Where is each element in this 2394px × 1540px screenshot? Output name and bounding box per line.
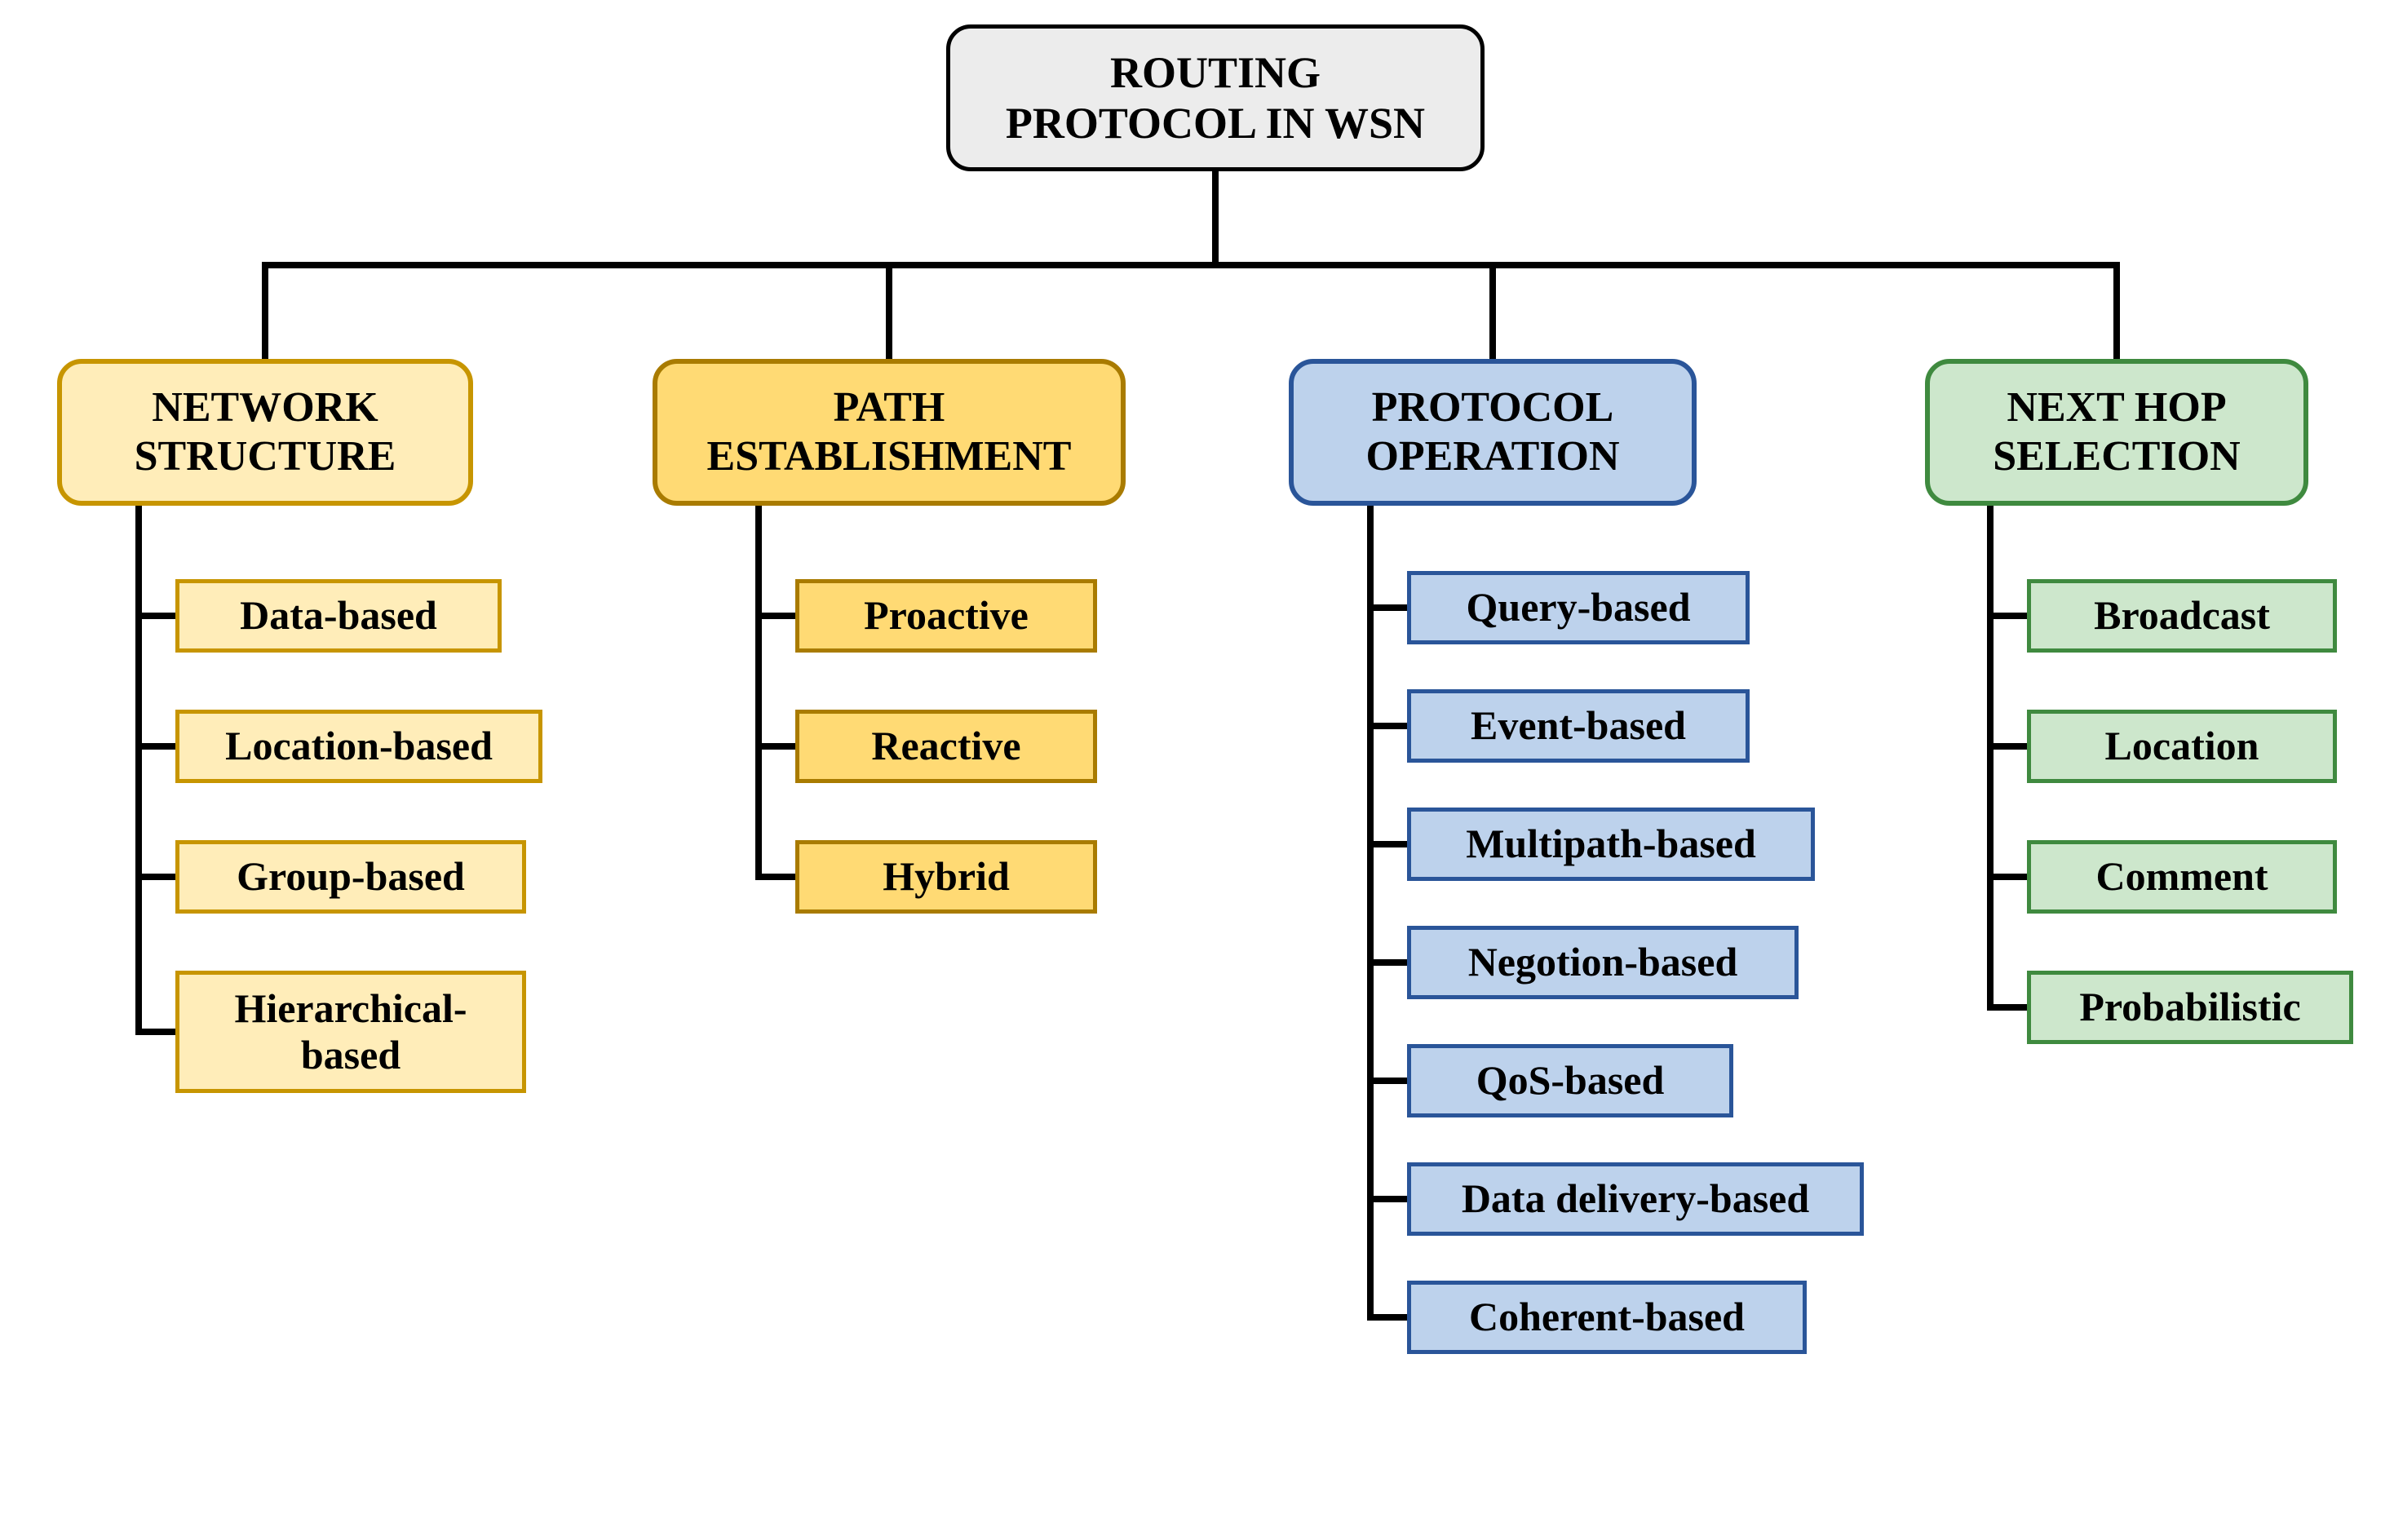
leaf-multipath-based: Multipath-based (1407, 808, 1815, 881)
leaf-broadcast-label: Broadcast (2094, 592, 2270, 639)
category-protocol-operation-label: PROTOCOL OPERATION (1365, 383, 1619, 481)
leaf-probabilistic: Probabilistic (2027, 971, 2353, 1044)
leaf-group-based: Group-based (175, 840, 526, 914)
category-next-hop-selection: NEXT HOP SELECTION (1925, 359, 2308, 506)
leaf-comment-label: Comment (2095, 853, 2268, 901)
leaf-coherent-based-label: Coherent-based (1469, 1294, 1745, 1341)
leaf-negotion-based: Negotion-based (1407, 926, 1799, 999)
leaf-event-based-label: Event-based (1471, 702, 1686, 750)
leaf-data-delivery-based-label: Data delivery-based (1462, 1175, 1809, 1223)
leaf-qos-based: QoS-based (1407, 1044, 1733, 1117)
category-protocol-operation: PROTOCOL OPERATION (1289, 359, 1697, 506)
diagram-canvas: ROUTING PROTOCOL IN WSN NETWORK STRUCTURE… (0, 0, 2394, 1540)
leaf-data-based-label: Data-based (240, 592, 437, 639)
leaf-proactive-label: Proactive (864, 592, 1029, 639)
leaf-reactive: Reactive (795, 710, 1097, 783)
leaf-hierarchical-based: Hierarchical- based (175, 971, 526, 1093)
leaf-hierarchical-based-label: Hierarchical- based (234, 985, 467, 1079)
leaf-query-based: Query-based (1407, 571, 1750, 644)
category-network-structure-label: NETWORK STRUCTURE (135, 383, 396, 481)
root-node: ROUTING PROTOCOL IN WSN (946, 24, 1485, 171)
leaf-location-based-label: Location-based (225, 723, 493, 770)
leaf-hybrid-label: Hybrid (883, 853, 1010, 901)
category-next-hop-selection-label: NEXT HOP SELECTION (1993, 383, 2240, 481)
leaf-data-delivery-based: Data delivery-based (1407, 1162, 1864, 1236)
leaf-probabilistic-label: Probabilistic (2079, 984, 2300, 1031)
leaf-coherent-based: Coherent-based (1407, 1281, 1807, 1354)
leaf-location-based: Location-based (175, 710, 542, 783)
leaf-location-label: Location (2105, 723, 2259, 770)
leaf-comment: Comment (2027, 840, 2337, 914)
root-node-label: ROUTING PROTOCOL IN WSN (1006, 47, 1425, 148)
leaf-hybrid: Hybrid (795, 840, 1097, 914)
leaf-multipath-based-label: Multipath-based (1466, 821, 1756, 868)
leaf-proactive: Proactive (795, 579, 1097, 653)
leaf-qos-based-label: QoS-based (1476, 1057, 1665, 1104)
category-path-establishment-label: PATH ESTABLISHMENT (707, 383, 1072, 481)
leaf-event-based: Event-based (1407, 689, 1750, 763)
leaf-negotion-based-label: Negotion-based (1468, 939, 1738, 986)
leaf-data-based: Data-based (175, 579, 502, 653)
category-path-establishment: PATH ESTABLISHMENT (653, 359, 1126, 506)
leaf-group-based-label: Group-based (237, 853, 465, 901)
leaf-broadcast: Broadcast (2027, 579, 2337, 653)
category-network-structure: NETWORK STRUCTURE (57, 359, 473, 506)
leaf-query-based-label: Query-based (1467, 584, 1691, 631)
leaf-reactive-label: Reactive (871, 723, 1020, 770)
leaf-location: Location (2027, 710, 2337, 783)
